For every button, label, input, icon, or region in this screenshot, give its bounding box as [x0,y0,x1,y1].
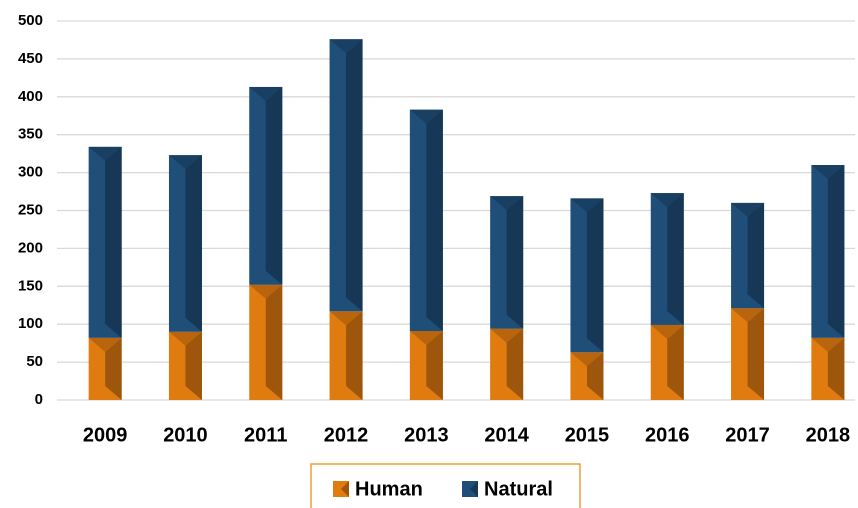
legend-box [310,463,581,508]
x-tick-label: 2012 [324,424,369,446]
y-tick-label: 300 [18,164,43,181]
bar-bevel [426,109,443,332]
bar-bevel [105,146,122,338]
bar-bevel [346,311,363,400]
bar-bevel-top [409,109,443,124]
y-tick-label: 250 [18,201,43,218]
legend-label: Natural [484,478,553,500]
bar-bevel-top [168,331,202,346]
bar-bevel [667,324,684,400]
x-tick-label: 2013 [404,424,449,446]
bar-bevel-top [731,308,765,323]
bar-bevel [105,337,122,400]
bar-bevel [827,337,845,400]
bar-bevel [185,331,202,400]
bar-bevel-top [811,165,845,180]
x-tick-label: 2011 [244,424,287,446]
bar-bevel-top [329,39,363,54]
y-tick-label: 200 [18,239,43,256]
x-tick-label: 2016 [645,424,690,446]
x-tick-label: 2014 [484,424,529,446]
bar-bevel-top [570,352,604,367]
legend-swatch-bevel [341,481,349,497]
bar-bevel-top [88,146,122,161]
x-tick-label: 2015 [565,424,610,446]
bar-bevel-top [490,328,524,343]
y-tick-label: 150 [18,277,43,294]
y-tick-label: 500 [18,12,43,29]
bar-bevel-top [249,86,283,101]
bar-bevel [667,193,684,325]
bar-bevel-top [570,198,604,213]
bar-bevel [747,202,765,309]
y-tick-label: 0 [35,391,43,408]
bar-bevel [426,331,443,400]
bar-bevel-top [811,337,845,352]
bar-bevel [586,198,604,353]
legend-label: Human [355,478,423,500]
x-tick-label: 2018 [806,424,851,446]
bar-bevel-top [168,155,202,170]
bar-bevel-top [650,324,684,339]
bar-bevel [265,284,283,400]
bar-bevel [346,39,363,312]
bar-bevel [506,196,524,329]
y-tick-label: 400 [18,88,43,105]
bar-bevel [185,155,202,332]
bar-bevel-top [490,196,524,211]
x-tick-label: 2010 [163,424,208,446]
bar-bevel-top [650,193,684,208]
bar-bevel-top [731,202,765,217]
y-tick-label: 350 [18,126,43,143]
x-tick-label: 2009 [83,424,128,446]
bar-bevel [747,308,765,400]
bar-bevel-top [409,331,443,346]
bar-bevel [827,165,845,338]
bar-bevel [506,328,524,400]
bar-bevel-top [329,311,363,326]
bar-bevel-top [88,337,122,352]
legend-swatch-bevel [470,481,478,497]
y-tick-label: 450 [18,50,43,67]
y-tick-label: 50 [26,353,43,370]
bar-bevel-top [249,284,283,299]
bar-bevel [586,352,604,400]
x-tick-label: 2017 [725,424,770,446]
y-tick-label: 100 [18,315,43,332]
bar-bevel [265,86,283,285]
